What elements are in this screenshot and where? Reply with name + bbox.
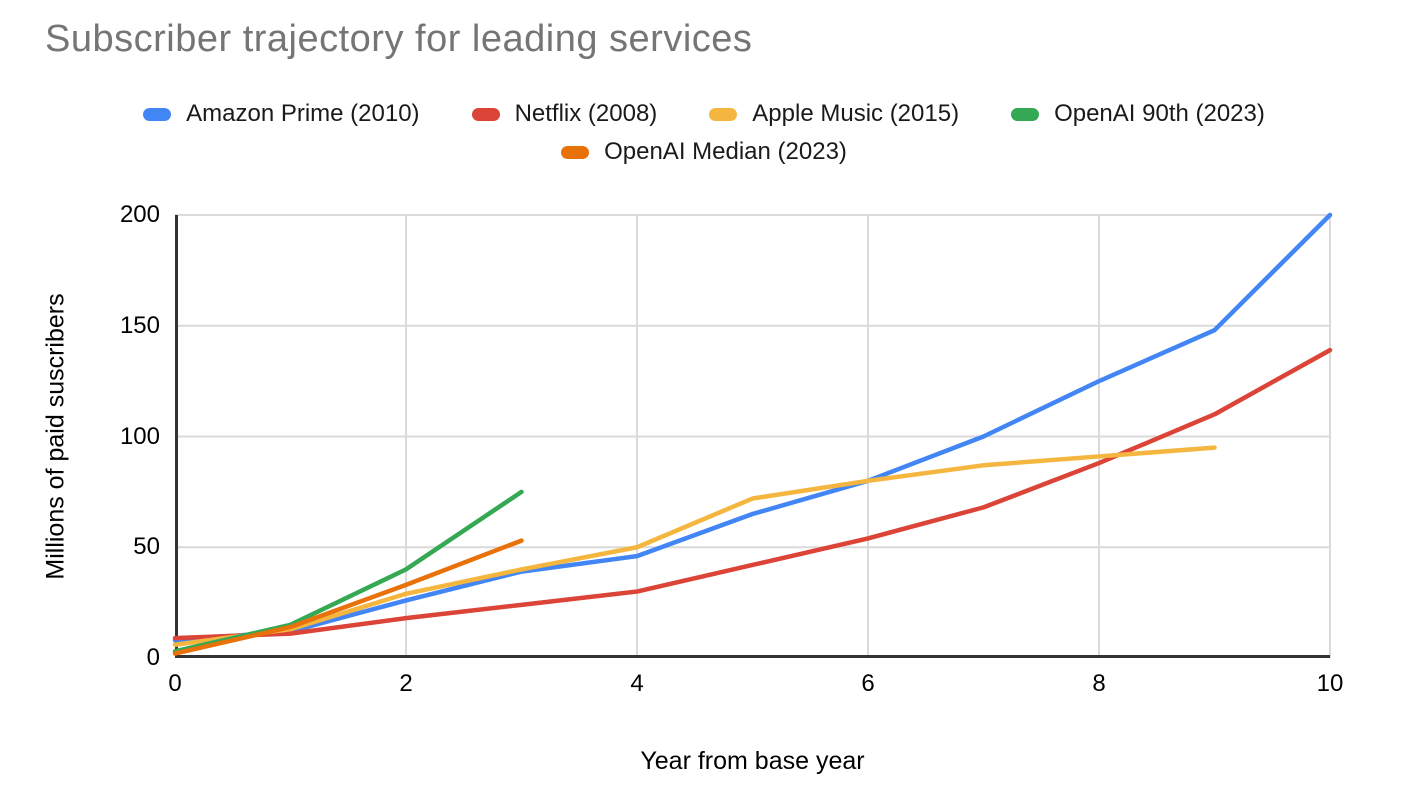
legend-label: Amazon Prime (2010) <box>186 100 420 127</box>
series-line-netflix-2008 <box>172 347 1333 641</box>
x-tick-label: 0 <box>168 670 182 697</box>
legend-item-openai-median-2023: OpenAI Median (2023) <box>561 138 847 166</box>
x-tick-label: 2 <box>399 670 413 697</box>
legend-swatch-icon <box>561 145 590 159</box>
y-tick-label: 100 <box>119 422 160 450</box>
x-axis-title: Year from base year <box>640 747 865 775</box>
y-tick-label: 150 <box>119 311 160 339</box>
legend-label: Netflix (2008) <box>514 100 658 127</box>
series-line-apple-music-2015 <box>172 445 1217 647</box>
plot-area <box>172 212 1333 658</box>
legend-label: Apple Music (2015) <box>752 100 960 127</box>
legend-swatch-icon <box>471 107 500 121</box>
legend-label: OpenAI Median (2023) <box>604 138 847 165</box>
legend-item-amazon-prime-2010: Amazon Prime (2010) <box>143 100 420 128</box>
y-axis-title-box: Millions of paid suscribers <box>34 215 78 658</box>
x-tick-label: 6 <box>861 670 875 697</box>
series-line-amazon-prime-2010 <box>172 212 1333 643</box>
x-tick-label: 8 <box>1092 670 1106 697</box>
y-tick-label: 0 <box>146 644 160 671</box>
legend-label: OpenAI 90th (2023) <box>1054 100 1265 127</box>
y-tick-label: 50 <box>133 533 160 561</box>
legend-item-openai-90th-2023: OpenAI 90th (2023) <box>1011 100 1265 128</box>
legend-item-apple-music-2015: Apple Music (2015) <box>709 100 959 128</box>
y-axis-title: Millions of paid suscribers <box>41 293 70 580</box>
y-tick-label: 200 <box>119 201 160 228</box>
legend: Amazon Prime (2010) Netflix (2008) Apple M… <box>64 100 1344 166</box>
chart-title: Subscriber trajectory for leading servic… <box>45 18 753 60</box>
x-tick-label: 4 <box>630 670 644 697</box>
legend-swatch-icon <box>1011 107 1040 121</box>
legend-item-netflix-2008: Netflix (2008) <box>471 100 658 128</box>
series-line-openai-median-2023 <box>172 538 524 656</box>
legend-swatch-icon <box>143 107 172 121</box>
legend-swatch-icon <box>709 107 738 121</box>
plot-wrap <box>172 212 1333 658</box>
x-tick-label: 10 <box>1316 670 1344 697</box>
